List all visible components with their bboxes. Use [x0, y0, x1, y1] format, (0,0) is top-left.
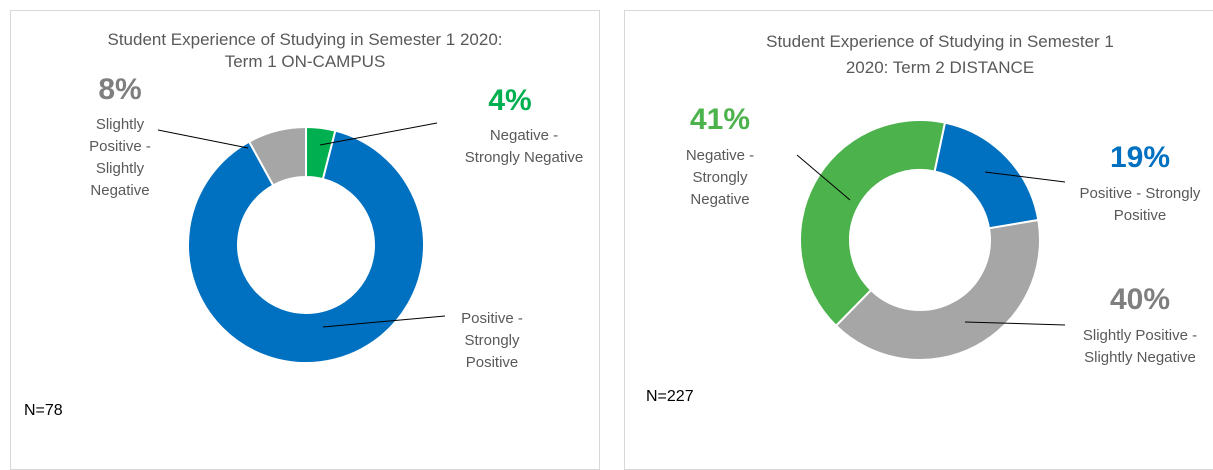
value-label: 19% — [1109, 141, 1171, 174]
leader-line — [157, 129, 249, 149]
chart-title: 2020: Term 2 DISTANCE — [845, 58, 1035, 77]
leader-line — [796, 154, 851, 201]
category-label: Negative - Strongly Negative — [685, 147, 755, 208]
category-label: Positive - Strongly Positive — [1079, 185, 1201, 224]
leader-line — [319, 122, 438, 146]
leader-line — [984, 171, 1066, 183]
category-label: Slightly Positive - Slightly Negative — [89, 116, 151, 199]
category-label: Positive - Strongly Positive — [461, 310, 523, 371]
value-label: 41% — [689, 103, 751, 136]
donut-segment — [247, 125, 307, 187]
leader-line — [964, 321, 1066, 326]
donut-segment — [834, 218, 1041, 361]
annotation: N=78 — [24, 402, 63, 419]
donut-segment — [187, 129, 425, 364]
annotation: N=227 — [646, 388, 694, 405]
chart-title: Student Experience of Studying in Semest… — [766, 32, 1114, 51]
donut-segment — [799, 119, 947, 328]
category-label: Slightly Positive - Slightly Negative — [1082, 327, 1198, 366]
leader-line — [322, 315, 446, 328]
donut-segment — [933, 121, 1040, 230]
value-label: 4% — [488, 84, 532, 117]
value-label: 40% — [1109, 283, 1171, 316]
category-label: Negative - Strongly Negative — [464, 127, 584, 166]
value-label: 8% — [98, 73, 142, 106]
chart-title: Student Experience of Studying in Semest… — [107, 30, 503, 49]
chart-title: Term 1 ON-CAMPUS — [224, 52, 386, 71]
